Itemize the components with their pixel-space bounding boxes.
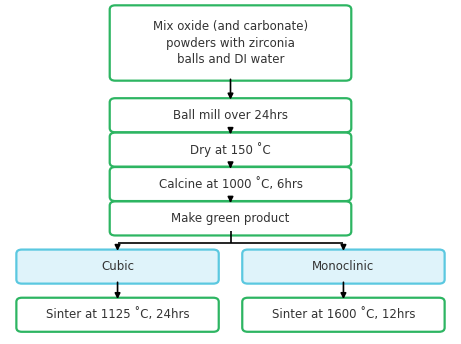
- FancyBboxPatch shape: [110, 202, 351, 235]
- Text: Mix oxide (and carbonate)
powders with zirconia
balls and DI water: Mix oxide (and carbonate) powders with z…: [153, 20, 308, 66]
- FancyBboxPatch shape: [110, 98, 351, 132]
- Text: Calcine at 1000 ˚C, 6hrs: Calcine at 1000 ˚C, 6hrs: [159, 178, 302, 191]
- Text: Sinter at 1125 ˚C, 24hrs: Sinter at 1125 ˚C, 24hrs: [46, 308, 189, 321]
- FancyBboxPatch shape: [110, 133, 351, 167]
- FancyBboxPatch shape: [17, 298, 219, 332]
- Text: Monoclinic: Monoclinic: [312, 260, 375, 273]
- FancyBboxPatch shape: [242, 250, 444, 283]
- FancyBboxPatch shape: [110, 167, 351, 201]
- Text: Make green product: Make green product: [171, 212, 290, 225]
- FancyBboxPatch shape: [110, 6, 351, 81]
- Text: Sinter at 1600 ˚C, 12hrs: Sinter at 1600 ˚C, 12hrs: [272, 308, 415, 321]
- FancyBboxPatch shape: [17, 250, 219, 283]
- Text: Cubic: Cubic: [101, 260, 134, 273]
- Text: Dry at 150 ˚C: Dry at 150 ˚C: [190, 142, 271, 157]
- Text: Ball mill over 24hrs: Ball mill over 24hrs: [173, 109, 288, 122]
- FancyBboxPatch shape: [242, 298, 444, 332]
